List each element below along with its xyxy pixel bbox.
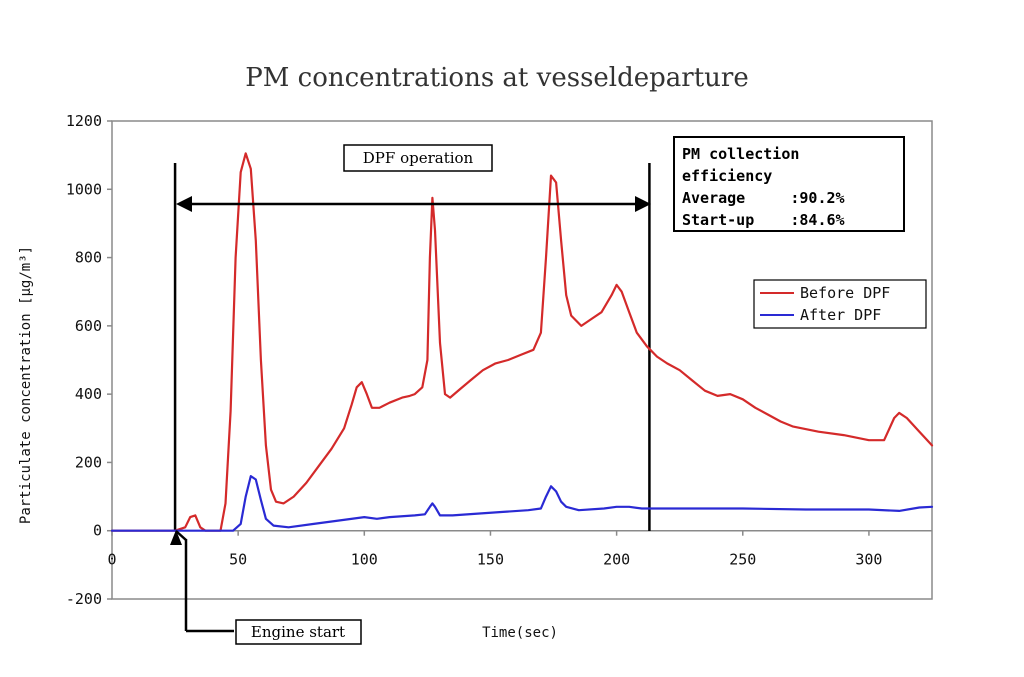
- x-tick-label: 50: [229, 551, 247, 569]
- y-axis-ticks: -200 0 200 400 600 800 1000 1200: [66, 112, 112, 608]
- y-tick-label: 1200: [66, 112, 102, 130]
- efficiency-line-1: PM collection: [682, 145, 799, 163]
- dpf-arrow-right-head: [635, 196, 651, 212]
- y-tick-label: 0: [93, 522, 102, 540]
- dpf-operation-annotation: DPF operation: [176, 144, 651, 212]
- series-line-before-dpf: [110, 152, 934, 532]
- engine-start-box: [235, 619, 362, 645]
- x-axis-ticks: 0 50 100 150 200 250 300: [107, 530, 882, 569]
- y-axis-label: Particulate concentration [μg/m³]: [18, 246, 34, 524]
- engine-start-arrow-tip: [175, 530, 187, 541]
- efficiency-box: PM collection efficiency Average :90.2% …: [673, 136, 905, 232]
- dpf-arrow-left-head: [176, 196, 192, 212]
- legend-label-after-dpf: After DPF: [800, 306, 881, 324]
- engine-start-label: Engine start: [251, 623, 345, 641]
- x-tick-label: 150: [477, 551, 504, 569]
- plot-frame: [111, 120, 933, 600]
- x-tick-label: 0: [107, 551, 116, 569]
- efficiency-startup: Start-up :84.6%: [682, 211, 845, 229]
- efficiency-box-frame: [673, 136, 905, 232]
- engine-start-annotation: Engine start: [170, 530, 362, 645]
- plot-area: -200 0 200 400 600 800 1000 1200 0 50 100 150 200 25…: [66, 112, 934, 608]
- x-tick-label: 300: [855, 551, 882, 569]
- x-tick-label: 100: [351, 551, 378, 569]
- legend-label-before-dpf: Before DPF: [800, 284, 890, 302]
- legend-frame: [753, 279, 927, 329]
- x-tick-label: 200: [603, 551, 630, 569]
- y-tick-label: 600: [75, 317, 102, 335]
- y-tick-label: 200: [75, 453, 102, 471]
- efficiency-average: Average :90.2%: [682, 189, 845, 207]
- y-tick-label: 1000: [66, 180, 102, 198]
- y-tick-label: 800: [75, 249, 102, 267]
- legend: Before DPF After DPF: [753, 279, 927, 329]
- dpf-operation-bounds: [173, 163, 651, 531]
- x-tick-label: 250: [729, 551, 756, 569]
- dpf-operation-label: DPF operation: [363, 149, 474, 167]
- efficiency-line-2: efficiency: [682, 167, 772, 185]
- chart-title: PM concentrations at vesseldeparture: [245, 63, 748, 93]
- engine-start-arrow-head: [170, 530, 182, 545]
- dpf-operation-box: [343, 144, 493, 172]
- y-tick-label: 400: [75, 385, 102, 403]
- y-tick-label: -200: [66, 590, 102, 608]
- series-lines: [110, 152, 934, 532]
- series-line-after-dpf: [110, 475, 934, 532]
- x-axis-label: Time(sec): [482, 625, 558, 641]
